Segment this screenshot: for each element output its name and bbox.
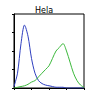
svg-text:Hela: Hela bbox=[35, 6, 53, 15]
